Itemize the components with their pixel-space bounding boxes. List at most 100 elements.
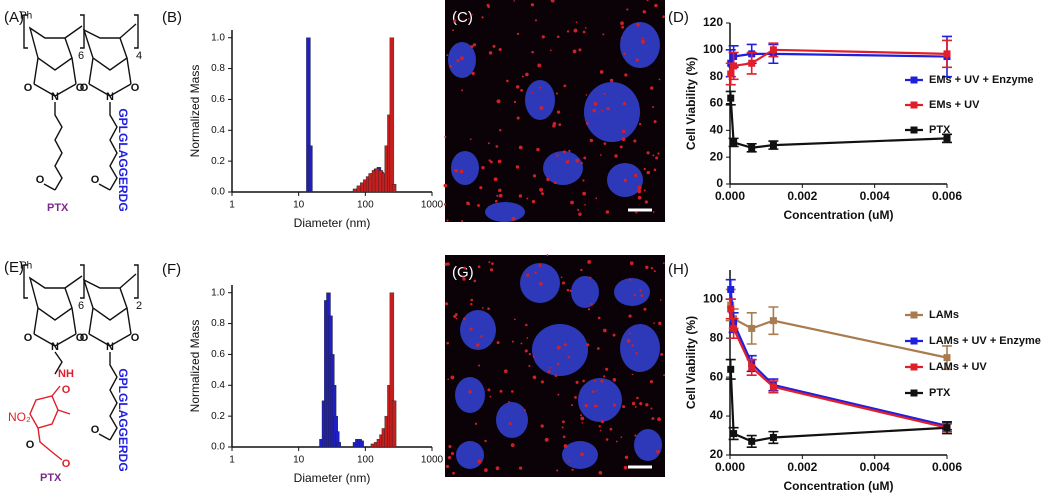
repeat: 6 xyxy=(78,50,84,62)
legend-marker xyxy=(910,389,918,397)
x-tick-label: 1 xyxy=(229,200,235,211)
puncta xyxy=(583,156,587,160)
puncta xyxy=(652,154,655,157)
marker xyxy=(727,70,735,78)
x-tick-label: 100 xyxy=(357,200,374,211)
puncta xyxy=(447,378,449,381)
puncta xyxy=(622,101,627,106)
puncta xyxy=(636,396,639,400)
y-tick-label: 1.0 xyxy=(211,32,225,43)
x-axis-label: Concentration (uM) xyxy=(784,479,894,493)
puncta xyxy=(524,349,528,353)
atom: O xyxy=(76,82,85,94)
puncta xyxy=(474,422,478,425)
y-axis-label: Cell Viability (%) xyxy=(684,316,698,409)
puncta xyxy=(515,165,520,169)
puncta xyxy=(653,168,657,172)
bar xyxy=(389,292,395,448)
puncta xyxy=(561,426,564,429)
puncta xyxy=(518,145,523,150)
panel-label: (E) xyxy=(4,259,24,276)
puncta xyxy=(488,261,491,264)
puncta xyxy=(478,364,481,367)
puncta xyxy=(516,116,520,120)
peptide: GPLGLAGGERDG xyxy=(116,108,130,211)
x-axis-label: Concentration (uM) xyxy=(784,208,894,222)
puncta xyxy=(445,464,450,469)
marker xyxy=(730,430,738,438)
puncta xyxy=(447,455,452,460)
puncta xyxy=(599,429,602,432)
puncta xyxy=(495,145,499,148)
puncta xyxy=(634,405,637,408)
y-tick-label: 0.4 xyxy=(211,380,225,391)
puncta xyxy=(655,156,659,160)
atom: N xyxy=(51,91,59,103)
puncta xyxy=(452,29,455,32)
legend-label: LAMs + UV xyxy=(929,361,987,373)
puncta xyxy=(540,192,544,196)
puncta xyxy=(532,355,535,358)
puncta xyxy=(446,262,450,266)
legend-label: PTX xyxy=(929,124,951,136)
y-tick-label: 0 xyxy=(716,176,723,190)
puncta xyxy=(633,139,637,143)
puncta xyxy=(511,340,514,343)
y-tick-label: 80 xyxy=(710,330,724,344)
y-tick-label: 0.8 xyxy=(211,63,225,74)
puncta xyxy=(652,211,655,213)
puncta xyxy=(513,0,515,2)
puncta xyxy=(534,271,537,274)
puncta xyxy=(599,154,602,156)
puncta xyxy=(455,317,458,320)
puncta xyxy=(562,281,566,285)
puncta xyxy=(606,107,610,111)
puncta xyxy=(556,345,561,350)
panel-label: (D) xyxy=(668,9,689,26)
puncta xyxy=(499,389,503,393)
puncta xyxy=(619,145,623,149)
puncta xyxy=(445,302,449,306)
puncta xyxy=(593,379,596,382)
peptide: GPLGLAGGERDG xyxy=(116,368,130,471)
puncta xyxy=(597,316,601,320)
puncta xyxy=(521,75,524,78)
puncta xyxy=(646,170,651,175)
x-tick-label: 1 xyxy=(229,455,235,466)
puncta xyxy=(620,37,623,39)
puncta xyxy=(662,262,665,265)
puncta xyxy=(493,177,498,182)
marker xyxy=(943,424,951,432)
x-tick-label: 10 xyxy=(293,200,305,211)
nuclei xyxy=(455,263,662,469)
puncta xyxy=(520,342,523,345)
x-tick-label: 0.000 xyxy=(715,189,745,203)
puncta xyxy=(631,344,634,347)
puncta xyxy=(481,165,485,170)
puncta xyxy=(585,94,588,96)
puncta xyxy=(641,37,644,40)
puncta xyxy=(635,58,639,62)
atom: O xyxy=(131,82,140,94)
puncta xyxy=(574,396,577,399)
puncta xyxy=(624,73,628,77)
puncta xyxy=(601,109,603,112)
puncta xyxy=(511,390,514,393)
puncta xyxy=(659,299,662,301)
puncta xyxy=(631,373,634,376)
puncta xyxy=(575,380,579,384)
puncta xyxy=(590,303,593,306)
puncta xyxy=(663,374,666,377)
puncta xyxy=(443,203,447,206)
puncta xyxy=(626,338,631,343)
puncta xyxy=(621,25,625,29)
puncta xyxy=(569,289,572,292)
marker xyxy=(748,144,756,152)
puncta xyxy=(600,379,604,383)
puncta xyxy=(638,122,642,126)
bar xyxy=(389,37,395,193)
marker xyxy=(730,138,738,146)
puncta xyxy=(525,72,529,77)
puncta xyxy=(531,50,534,54)
